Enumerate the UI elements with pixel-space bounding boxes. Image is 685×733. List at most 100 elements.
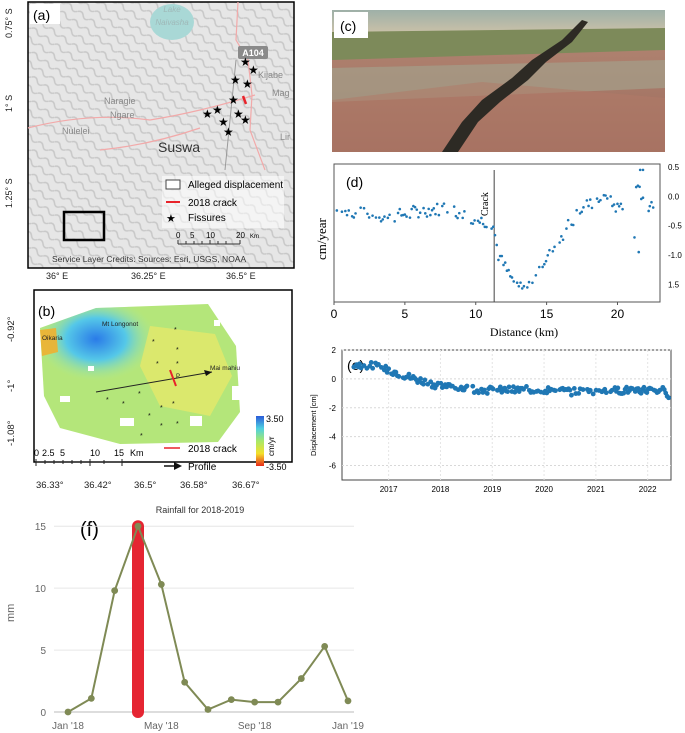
d-point — [413, 205, 417, 209]
f-xtick: May '18 — [144, 721, 179, 732]
svg-text:*: * — [176, 361, 179, 368]
place-olkaria: Oikaria — [42, 335, 63, 342]
svg-text:36.58°: 36.58° — [180, 480, 208, 491]
d-point — [512, 280, 516, 283]
e-point — [569, 392, 574, 398]
svg-text:*: * — [160, 405, 163, 412]
svg-text:-1.08°: -1.08° — [6, 420, 17, 446]
d-point — [456, 216, 459, 220]
d-xtick: 0 — [331, 307, 338, 321]
d-point — [500, 254, 504, 258]
f-ylabel: mm — [5, 604, 17, 622]
svg-text:0: 0 — [34, 448, 39, 458]
svg-text:★: ★ — [212, 103, 223, 117]
d-xlabel: Distance (km) — [490, 325, 558, 339]
profile-arrow — [204, 370, 212, 376]
e-point — [524, 384, 529, 389]
e-point — [376, 362, 381, 367]
f-yticks: 0 5 10 15 — [35, 522, 47, 719]
d-ylabel: cm/year — [314, 217, 329, 260]
d-ytick: -1.0 — [668, 251, 682, 260]
legend-a-item-3: Fissures — [188, 213, 226, 224]
e-point — [567, 387, 573, 393]
f-point — [134, 522, 142, 530]
e-points — [351, 360, 672, 401]
place-mag: Mag — [272, 88, 290, 98]
e-grid — [342, 349, 671, 480]
d-point — [560, 235, 563, 238]
plot-e-frame — [341, 349, 672, 481]
panel-f-label: (f) — [80, 519, 99, 541]
plot-d-frame — [333, 163, 661, 303]
d-point — [408, 216, 412, 219]
e-ytick: -4 — [329, 433, 337, 442]
e-point — [603, 390, 609, 396]
legend-a-bg — [162, 176, 284, 228]
f-point — [344, 697, 352, 705]
d-point — [374, 216, 378, 219]
d-point — [473, 219, 476, 222]
d-point — [638, 168, 642, 172]
d-point — [575, 208, 578, 212]
d-point — [410, 207, 413, 211]
d-point — [651, 206, 655, 209]
svg-text:*: * — [148, 413, 151, 420]
e-point — [590, 391, 596, 397]
panel-d-label: (d) — [346, 174, 363, 190]
e-point — [505, 389, 510, 394]
e-point — [384, 369, 390, 375]
d-point — [526, 286, 529, 289]
d-point — [481, 222, 485, 226]
e-point — [615, 385, 621, 391]
road-sign-label: A104 — [242, 48, 264, 58]
d-point — [544, 259, 548, 263]
d-point — [503, 261, 507, 264]
legend-a-box-swatch — [165, 179, 181, 190]
d-point — [587, 204, 590, 208]
svg-text:★: ★ — [240, 113, 251, 127]
svg-text:★: ★ — [242, 77, 253, 91]
map-credits: Service Layer Credits: Sources: Esri, US… — [52, 254, 246, 264]
d-point — [452, 205, 456, 208]
d-point — [345, 213, 349, 217]
e-ytick: -6 — [329, 462, 337, 471]
d-crack-label: Crack — [480, 192, 491, 216]
e-point — [464, 383, 470, 389]
d-point — [396, 211, 400, 215]
panel-d-chart: (d) cm/year Distance (km) Crack 0 5 10 15 20… — [314, 163, 682, 339]
f-xtick: Sep '18 — [238, 721, 272, 732]
e-point — [357, 361, 363, 367]
lon-ticks-a: 36° E 36.25° E 36.5° E — [46, 271, 256, 280]
d-point — [405, 215, 408, 218]
d-point — [403, 213, 407, 216]
d-point — [457, 211, 461, 215]
d-point — [582, 206, 585, 209]
d-ytick: 0.5 — [668, 163, 680, 172]
e-point — [580, 387, 586, 392]
place-longonot: Mt Longonot — [102, 321, 138, 328]
e-xticks: 2017 2018 2019 2020 2021 2022 — [380, 485, 657, 494]
f-ytick: 0 — [40, 708, 46, 719]
d-point — [478, 221, 482, 224]
e-point — [666, 395, 672, 401]
d-point — [566, 218, 570, 222]
f-point — [157, 581, 165, 588]
e-point — [621, 390, 627, 396]
d-point — [352, 216, 356, 219]
svg-text:36.42°: 36.42° — [84, 480, 112, 491]
f-point — [274, 698, 282, 706]
svg-text:★: ★ — [240, 55, 251, 69]
panel-e-chart: (e) Displacement [cm] 20-2-4-6 201720182… — [309, 346, 672, 494]
place-ngare: Ngare — [110, 110, 135, 120]
e-point — [421, 381, 426, 387]
d-point — [650, 200, 653, 204]
d-point — [537, 265, 541, 269]
e-point — [484, 391, 490, 396]
d-point — [344, 209, 347, 213]
place-kijabe: Kijabe — [258, 70, 283, 80]
d-point — [446, 211, 449, 214]
e-point — [438, 380, 444, 386]
d-point — [551, 249, 555, 253]
place-p: P — [176, 374, 180, 380]
f-point — [204, 706, 212, 713]
